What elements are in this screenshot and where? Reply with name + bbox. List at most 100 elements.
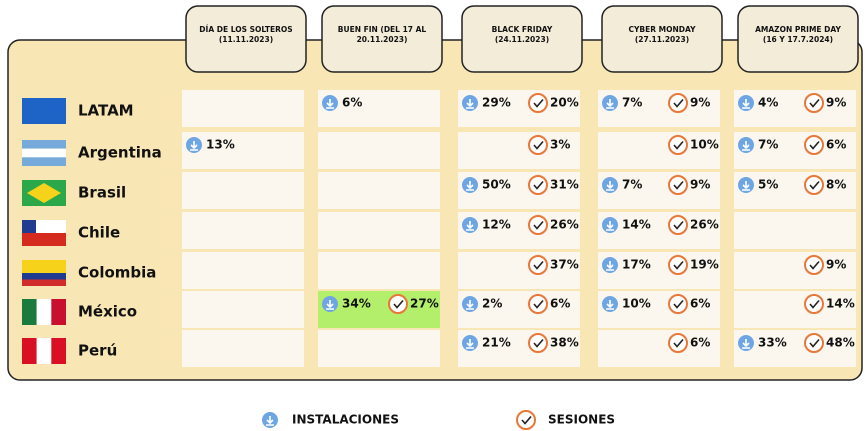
installs-value: 2%	[482, 297, 502, 311]
session-icon	[528, 333, 548, 353]
flag	[22, 233, 66, 246]
session-check	[533, 299, 544, 309]
sessions-value: 26%	[550, 218, 579, 232]
sessions-value: 6%	[550, 297, 570, 311]
session-icon	[804, 294, 824, 314]
session-icon	[668, 93, 688, 113]
sessions-value: 48%	[826, 336, 855, 350]
session-check	[673, 98, 684, 108]
session-icon	[804, 255, 824, 275]
legend-sessions: SESIONES	[548, 413, 615, 427]
session-icon	[668, 215, 688, 235]
session-check	[533, 260, 544, 270]
session-check	[673, 180, 684, 190]
session-icon	[668, 175, 688, 195]
session-icon	[528, 215, 548, 235]
row-label: Argentina	[78, 144, 162, 162]
session-icon	[516, 410, 536, 430]
session-check	[533, 338, 544, 348]
cell	[318, 291, 440, 328]
cell	[182, 90, 304, 127]
session-icon	[668, 294, 688, 314]
cell	[182, 212, 304, 249]
session-check	[521, 415, 532, 425]
session-check	[673, 338, 684, 348]
sessions-value: 6%	[690, 336, 710, 350]
flag	[22, 140, 66, 149]
column-header-text: BLACK FRIDAY	[492, 25, 553, 34]
sessions-value: 27%	[410, 297, 439, 311]
installs-value: 13%	[206, 138, 235, 152]
session-check	[533, 180, 544, 190]
cell	[598, 132, 720, 169]
cell	[458, 291, 580, 328]
flag	[22, 279, 66, 286]
installs-value: 34%	[342, 297, 371, 311]
cell	[182, 330, 304, 367]
cell	[734, 132, 856, 169]
cell	[734, 291, 856, 328]
install-arrow	[606, 221, 614, 231]
session-check	[809, 260, 820, 270]
cell	[598, 212, 720, 249]
cell	[598, 291, 720, 328]
install-arrow	[466, 339, 474, 349]
cell	[458, 132, 580, 169]
cell	[734, 90, 856, 127]
installs-value: 50%	[482, 178, 511, 192]
session-icon	[528, 135, 548, 155]
flag-detail	[27, 183, 61, 203]
installs-value: 7%	[622, 96, 642, 110]
cell	[318, 90, 440, 127]
flag	[22, 338, 37, 364]
session-check	[533, 98, 544, 108]
row-label: Chile	[78, 224, 120, 242]
installs-value: 33%	[758, 336, 787, 350]
row-label: LATAM	[78, 102, 134, 120]
installs-value: 21%	[482, 336, 511, 350]
cell	[318, 252, 440, 289]
sessions-value: 9%	[690, 96, 710, 110]
row-label: Colombia	[78, 264, 156, 282]
session-icon	[528, 175, 548, 195]
column-header-text: (27.11.2023)	[635, 35, 689, 44]
cell	[734, 330, 856, 367]
cell	[318, 330, 440, 367]
sessions-value: 8%	[826, 178, 846, 192]
session-icon	[388, 294, 408, 314]
flag	[22, 148, 66, 158]
cell	[598, 90, 720, 127]
sessions-value: 6%	[690, 297, 710, 311]
cell	[734, 252, 856, 289]
session-icon	[804, 333, 824, 353]
flag	[51, 338, 66, 364]
cell	[182, 172, 304, 209]
row-label: Brasil	[78, 184, 126, 202]
cell	[458, 212, 580, 249]
session-check	[393, 299, 404, 309]
column-header-text: DÍA DE LOS SOLTEROS	[199, 25, 292, 34]
install-arrow	[326, 99, 334, 109]
session-check	[673, 299, 684, 309]
column-header	[321, 5, 443, 73]
flag	[22, 260, 66, 267]
cell	[458, 90, 580, 127]
session-icon	[804, 175, 824, 195]
column-header	[737, 5, 859, 73]
session-check	[809, 338, 820, 348]
installs-value: 5%	[758, 178, 778, 192]
cell	[182, 291, 304, 328]
install-arrow	[266, 416, 274, 426]
session-icon	[528, 294, 548, 314]
session-check	[673, 260, 684, 270]
installs-value: 4%	[758, 96, 778, 110]
session-icon	[804, 93, 824, 113]
sessions-value: 9%	[826, 96, 846, 110]
flag	[22, 299, 37, 325]
installs-value: 7%	[758, 138, 778, 152]
install-arrow	[742, 339, 750, 349]
installs-value: 29%	[482, 96, 511, 110]
column-header-text: (24.11.2023)	[495, 35, 549, 44]
flag	[36, 338, 52, 364]
session-icon	[668, 255, 688, 275]
